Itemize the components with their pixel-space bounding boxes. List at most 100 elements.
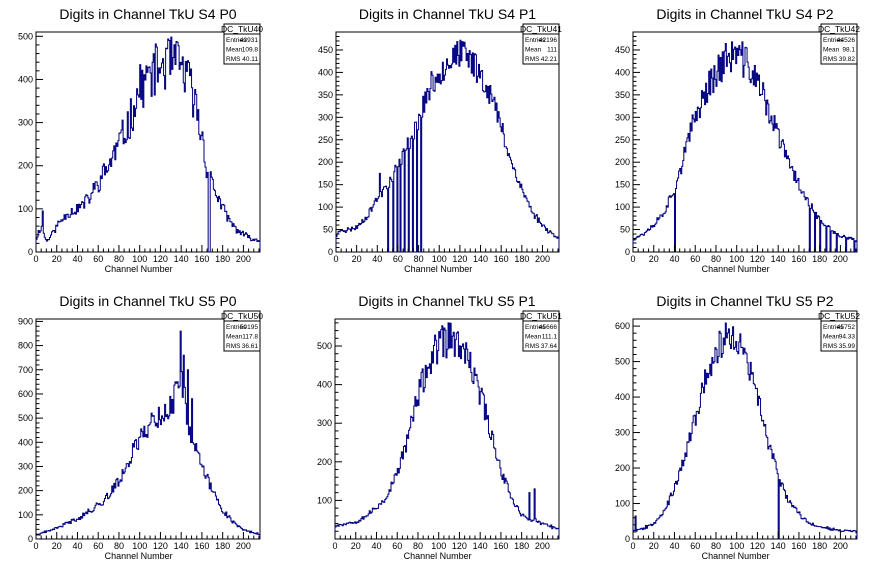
y-tick-label: 400 [18, 74, 33, 84]
chart-title: Digits in Channel TkU S5 P0 [59, 293, 236, 309]
stats-name: DC_TkU40 [221, 24, 263, 34]
y-tick-label: 400 [317, 380, 332, 390]
x-tick-label: 180 [215, 541, 230, 551]
histogram-panel: Digits in Channel TkU S4 P1 0 20 40 60 80 100 1… [318, 6, 562, 274]
x-tick-label: 80 [114, 254, 124, 264]
x-tick-label: 0 [332, 541, 337, 551]
stats-box-frame [820, 23, 858, 65]
x-tick-label: 180 [514, 254, 529, 264]
stats-label-rms: RMS [823, 56, 838, 63]
histogram-panel: Digits in Channel TkU S5 P1 0 20 40 60 80 100 1… [317, 293, 562, 561]
x-tick-label: 20 [52, 254, 62, 264]
stats-value-entries: 50195 [240, 324, 258, 331]
x-tick-label: 40 [372, 254, 382, 264]
x-tick-label: 200 [236, 254, 251, 264]
histogram-line [35, 36, 261, 253]
x-tick-label: 0 [33, 254, 38, 264]
x-tick-label: 40 [72, 541, 82, 551]
stats-value-mean: 94.33 [839, 334, 856, 341]
x-tick-label: 140 [174, 541, 189, 551]
stats-label-entries: Entries [226, 37, 247, 44]
stats-name: DC_TkU51 [520, 311, 562, 321]
y-tick-label: 100 [615, 202, 630, 212]
y-tick-label: 250 [615, 135, 630, 145]
chart-title: Digits in Channel TkU S4 P1 [359, 6, 536, 22]
stats-value-mean: 109.8 [242, 47, 259, 54]
x-tick-label: 200 [535, 254, 550, 264]
chart-title: Digits in Channel TkU S4 P0 [59, 6, 236, 22]
plot-frame [335, 31, 560, 253]
x-tick-label: 160 [494, 254, 509, 264]
x-tick-label: 140 [174, 254, 189, 264]
x-tick-label: 0 [630, 254, 635, 264]
y-tick-label: 200 [18, 161, 33, 171]
plot-frame [35, 31, 261, 253]
y-tick-label: 250 [318, 135, 333, 145]
y-tick-label: 300 [615, 112, 630, 122]
y-tick-label: 450 [318, 45, 333, 55]
y-tick-label: 0 [625, 247, 630, 257]
chart-title: Digits in Channel TkU S5 P2 [656, 293, 833, 309]
stats-label-mean: Mean [823, 334, 840, 341]
y-tick-label: 400 [318, 67, 333, 77]
x-tick-label: 100 [431, 541, 446, 551]
y-tick-label: 400 [615, 67, 630, 77]
x-tick-label: 200 [833, 541, 848, 551]
x-tick-label: 100 [729, 254, 744, 264]
stats-label-rms: RMS [823, 343, 838, 350]
x-tick-label: 140 [771, 541, 786, 551]
stats-label-mean: Mean [226, 47, 243, 54]
x-tick-label: 140 [771, 254, 786, 264]
stats-box-frame [522, 310, 560, 352]
x-tick-label: 60 [690, 254, 700, 264]
x-tick-label: 160 [791, 254, 806, 264]
y-tick-label: 450 [615, 45, 630, 55]
stats-value-rms: 42.21 [541, 56, 558, 63]
x-tick-label: 60 [393, 254, 403, 264]
x-tick-label: 180 [812, 541, 827, 551]
x-tick-label: 40 [669, 541, 679, 551]
y-tick-label: 200 [615, 463, 630, 473]
y-tick-label: 300 [318, 112, 333, 122]
histogram-line [632, 41, 858, 253]
x-tick-label: 0 [333, 254, 338, 264]
y-tick-label: 500 [18, 31, 33, 41]
x-tick-label: 120 [452, 254, 467, 264]
x-tick-label: 20 [351, 541, 361, 551]
x-tick-label: 180 [812, 254, 827, 264]
x-tick-label: 180 [215, 254, 230, 264]
x-tick-label: 80 [414, 254, 424, 264]
stats-box-frame [223, 310, 261, 352]
x-axis-label: Channel Number [105, 551, 173, 561]
stats-value-rms: 39.82 [839, 56, 856, 63]
stats-label-mean: Mean [525, 47, 542, 54]
plot-frame [334, 318, 560, 540]
x-tick-label: 60 [93, 541, 103, 551]
stats-label-entries: Entries [823, 37, 844, 44]
histogram-line [334, 322, 560, 539]
y-tick-label: 700 [18, 365, 33, 375]
stats-label-rms: RMS [226, 343, 241, 350]
y-tick-label: 300 [615, 428, 630, 438]
y-tick-label: 100 [18, 204, 33, 214]
x-tick-label: 200 [535, 541, 550, 551]
stats-value-mean: 111.1 [542, 334, 558, 341]
x-tick-label: 60 [690, 541, 700, 551]
stats-label-rms: RMS [525, 343, 540, 350]
y-tick-label: 0 [328, 247, 333, 257]
x-axis-label: Channel Number [404, 551, 472, 561]
x-tick-label: 80 [413, 541, 423, 551]
x-tick-label: 20 [352, 254, 362, 264]
x-tick-label: 120 [153, 541, 168, 551]
y-tick-label: 0 [28, 534, 33, 544]
x-tick-label: 60 [392, 541, 402, 551]
y-tick-label: 600 [615, 321, 630, 331]
x-tick-label: 180 [514, 541, 529, 551]
y-tick-label: 100 [318, 202, 333, 212]
y-tick-label: 800 [18, 341, 33, 351]
x-tick-label: 160 [194, 254, 209, 264]
histogram-line [35, 330, 261, 539]
